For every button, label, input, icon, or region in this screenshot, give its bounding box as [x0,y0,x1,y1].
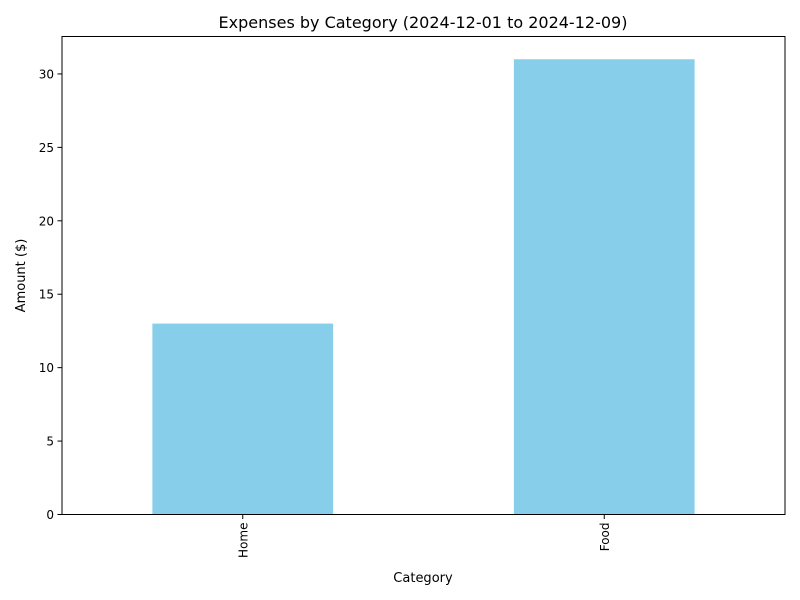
y-tick-label: 5 [46,435,54,449]
y-tick-label: 0 [46,508,54,522]
bar-food [513,59,695,515]
x-axis-label: Category [393,571,453,586]
y-tick-label: 10 [39,361,54,375]
plot-frame [61,36,786,515]
y-tick-label: 25 [39,141,54,155]
bars-layer [152,59,695,515]
y-tick-label: 20 [39,214,54,228]
y-axis-ticks: 0 5 10 15 20 25 30 [39,67,62,522]
bar-home [152,323,334,515]
y-tick-label: 15 [39,288,54,302]
x-tick-label-food: Food [598,523,612,552]
y-axis-label: Amount ($) [14,239,29,313]
x-tick-label-home: Home [236,523,250,558]
x-axis-ticks: Home Food [236,514,612,558]
y-tick-label: 30 [39,67,54,81]
chart-title: Expenses by Category (2024-12-01 to 2024… [219,13,628,32]
